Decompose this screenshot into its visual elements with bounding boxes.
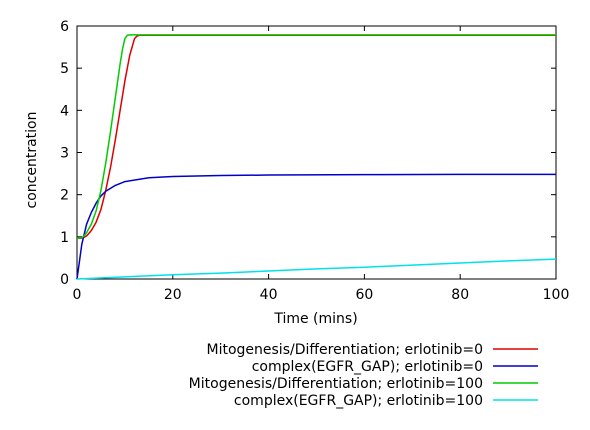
y-tick-label: 1: [60, 230, 69, 246]
y-tick-label: 3: [60, 146, 69, 162]
series-line-4: [76, 258, 557, 280]
series-line-2: [76, 173, 556, 280]
legend-label: complex(EGFR_GAP); erlotinib=100: [234, 393, 483, 409]
x-tick-label: 20: [164, 287, 182, 303]
x-tick-label: 60: [355, 287, 373, 303]
y-tick-label: 6: [60, 19, 69, 35]
legend-label: Mitogenesis/Differentiation; erlotinib=1…: [189, 376, 483, 392]
x-tick-label: 0: [73, 287, 82, 303]
series-lines: [76, 34, 557, 280]
y-axis: 0 1 2 3 4 5 6: [60, 19, 556, 288]
x-axis: 0 20 40 60 80 100: [73, 26, 570, 303]
series-line-3: [77, 34, 556, 239]
y-tick-label: 2: [60, 188, 69, 204]
y-axis-label: concentration: [24, 112, 40, 209]
x-axis-label: Time (mins): [273, 311, 357, 327]
legend: Mitogenesis/Differentiation; erlotinib=0…: [189, 342, 538, 409]
y-tick-label: 0: [60, 272, 69, 288]
legend-label: complex(EGFR_GAP); erlotinib=0: [252, 359, 483, 375]
y-tick-label: 5: [60, 61, 69, 77]
legend-label: Mitogenesis/Differentiation; erlotinib=0: [207, 342, 484, 358]
x-tick-label: 40: [260, 287, 278, 303]
x-tick-label: 80: [451, 287, 469, 303]
y-tick-label: 4: [60, 103, 69, 119]
x-tick-label: 100: [543, 287, 570, 303]
series-line-1: [77, 34, 556, 239]
plot-frame: [76, 25, 557, 280]
